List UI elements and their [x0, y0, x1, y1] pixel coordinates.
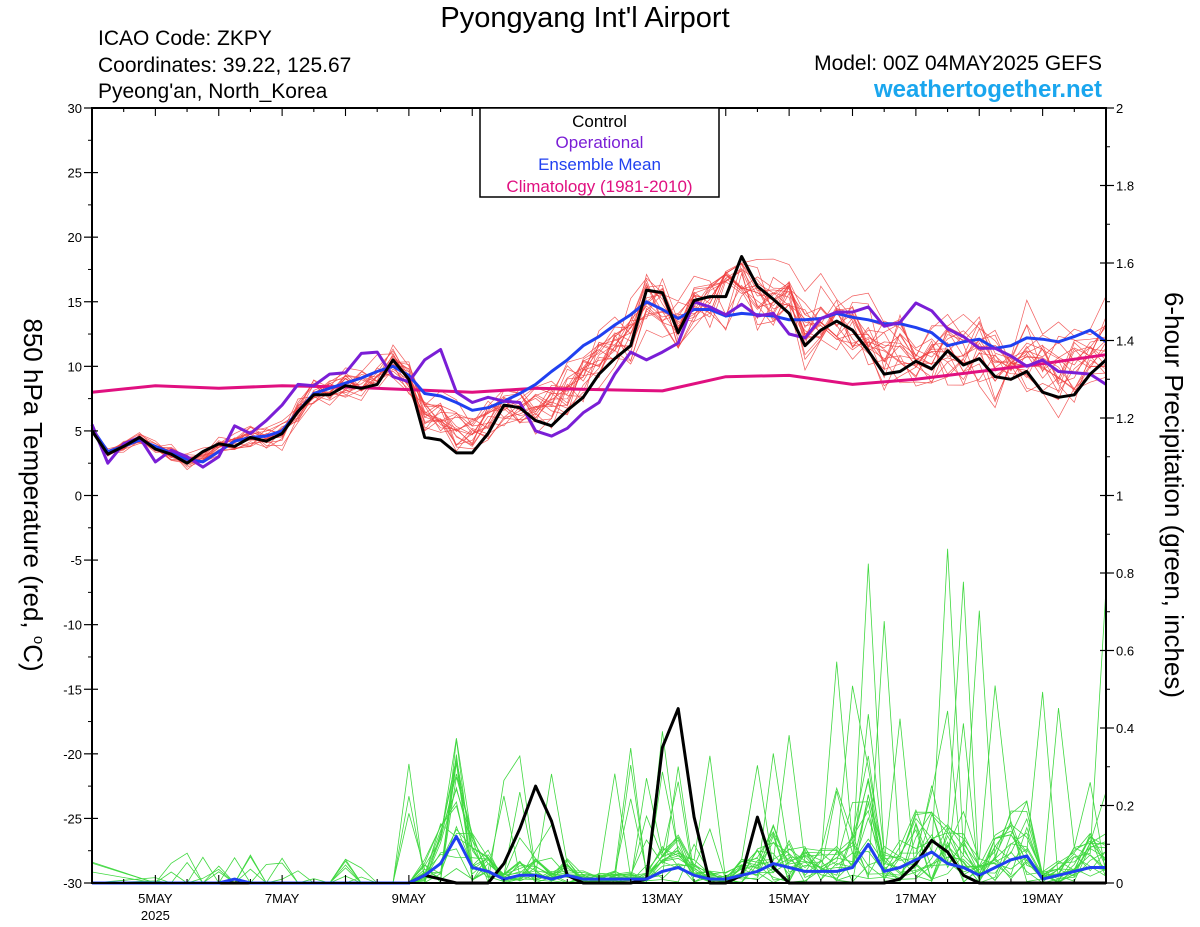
x-axis-tick-label: 15MAY — [768, 891, 810, 906]
icao-code: ICAO Code: ZKPY — [98, 27, 272, 50]
legend-control: Control — [572, 112, 627, 131]
left-axis-tick-label: -20 — [63, 747, 82, 762]
temp-member-line — [91, 263, 1107, 458]
left-axis-tick-label: 30 — [68, 101, 82, 116]
site-link[interactable]: weathertogether.net — [873, 76, 1102, 103]
right-axis-tick-label: 0.8 — [1116, 566, 1134, 581]
left-axis-tick-label: -5 — [70, 553, 82, 568]
temp-member-line — [91, 276, 1107, 460]
plot-frame — [91, 107, 1107, 884]
right-axis-tick-label: 1.8 — [1116, 179, 1134, 194]
legend: Control Operational Ensemble Mean Climat… — [479, 107, 720, 198]
precip-member-line — [92, 786, 1106, 884]
model-run: Model: 00Z 04MAY2025 GEFS — [814, 52, 1102, 75]
temp-member-line — [91, 272, 1107, 462]
temp-ensemble-mean-line — [90, 300, 1107, 464]
x-axis-tick-label: 19MAY — [1022, 891, 1064, 906]
right-axis-tick-label: 1.6 — [1116, 256, 1134, 271]
legend-box — [479, 107, 720, 198]
left-axis-label-main: 850 hPa Temperature (red, — [18, 318, 48, 635]
left-axis-tick-label: 5 — [75, 424, 82, 439]
right-axis-tick-label: 2 — [1116, 101, 1123, 116]
x-axis-tick-label: 11MAY — [515, 891, 556, 906]
left-axis-tick-label: 15 — [68, 295, 82, 310]
precip-member-line — [92, 661, 1107, 884]
precip-member-line — [92, 610, 1107, 884]
left-axis-tick-label: -15 — [63, 682, 82, 697]
precip-member-line — [92, 563, 1107, 884]
axes-layer: 302520151050-5-10-15-20-25-3021.81.61.41… — [63, 101, 1134, 923]
ensemble-members-layer — [91, 258, 1107, 884]
right-axis-tick-label: 1 — [1116, 489, 1123, 504]
right-axis-tick-label: 0.4 — [1116, 721, 1134, 736]
right-axis-tick-label: 1.2 — [1116, 411, 1134, 426]
region: Pyeong'an, North_Korea — [98, 80, 328, 103]
right-axis-tick-label: 0 — [1116, 876, 1123, 891]
precip-member-line — [92, 685, 1107, 884]
right-axis-tick-label: 0.2 — [1116, 799, 1134, 814]
left-axis-tick-label: 0 — [75, 489, 82, 504]
x-axis-tick-label: 5MAY — [138, 891, 173, 906]
legend-operational: Operational — [556, 133, 644, 152]
x-axis-tick-label: 17MAY — [895, 891, 937, 906]
legend-climatology: Climatology (1981-2010) — [506, 177, 692, 196]
left-axis-label: 850 hPa Temperature (red, oC) — [18, 318, 48, 671]
x-axis-year-label: 2025 — [141, 908, 170, 923]
x-axis-tick-label: 7MAY — [265, 891, 300, 906]
left-axis-tick-label: 10 — [68, 359, 82, 374]
left-axis-label-unit: C) — [18, 644, 48, 671]
right-axis-label: 6-hour Precipitation (green, inches) — [1159, 292, 1189, 698]
temp-member-line — [91, 262, 1107, 465]
temp-control-line — [90, 255, 1108, 465]
right-axis-tick-label: 0.6 — [1116, 644, 1134, 659]
temp-climatology-line — [91, 353, 1107, 394]
left-axis-tick-label: 20 — [68, 230, 82, 245]
coordinates: Coordinates: 39.22, 125.67 — [98, 54, 352, 77]
precip-member-line — [91, 581, 1107, 884]
temp-operational-line — [90, 300, 1107, 469]
left-axis-tick-label: -25 — [63, 811, 82, 826]
chart-title: Pyongyang Int'l Airport — [440, 2, 730, 34]
legend-ensemble-mean: Ensemble Mean — [538, 155, 661, 174]
left-axis-tick-label: -10 — [63, 618, 82, 633]
x-axis-tick-label: 9MAY — [392, 891, 427, 906]
left-axis-tick-label: -30 — [63, 876, 82, 891]
left-axis-tick-label: 25 — [68, 166, 82, 181]
x-axis-tick-label: 13MAY — [642, 891, 684, 906]
right-axis-tick-label: 1.4 — [1116, 334, 1134, 349]
left-axis-label-degree: o — [30, 636, 47, 644]
